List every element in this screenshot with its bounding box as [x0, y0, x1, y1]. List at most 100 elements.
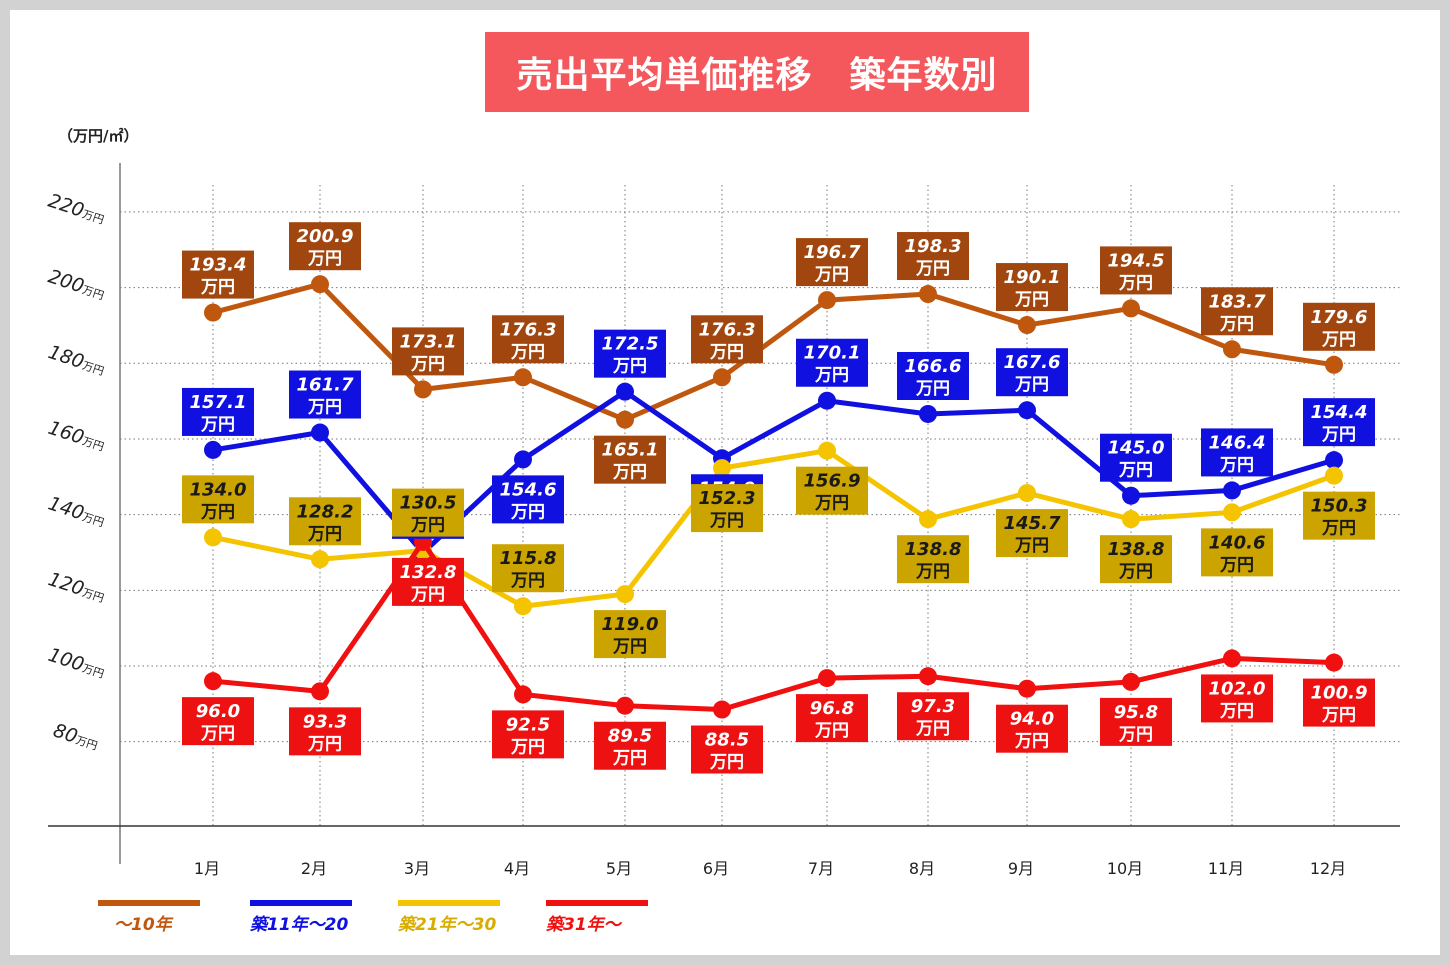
x-tick-label: 4月: [504, 859, 530, 878]
x-tick-label: 3月: [404, 859, 430, 878]
y-tick-label: 120万円: [45, 568, 107, 607]
data-label-value: 95.8: [1114, 702, 1158, 723]
data-label-box: [392, 327, 464, 376]
legend-swatch: [98, 900, 200, 906]
x-tick-label: 12月: [1310, 859, 1346, 878]
data-point: [919, 510, 937, 529]
data-label-box: [996, 704, 1068, 753]
data-point: [1223, 481, 1241, 500]
data-label-box: [392, 488, 464, 537]
data-label-value: 145.7: [1004, 513, 1061, 534]
data-label-box: [289, 370, 361, 419]
data-label-box: [996, 509, 1068, 558]
data-label-unit: 万円: [510, 571, 545, 591]
x-tick-label: 1月: [194, 859, 220, 878]
data-point: [204, 672, 222, 691]
data-label-box: [1303, 491, 1375, 540]
data-point: [1223, 503, 1241, 522]
x-tick-label: 6月: [703, 859, 729, 878]
data-point: [1018, 401, 1036, 420]
data-point: [616, 585, 634, 604]
data-point: [204, 303, 222, 322]
data-label-box: [691, 484, 763, 533]
data-label-unit: 万円: [814, 494, 849, 514]
data-label-unit: 万円: [200, 724, 235, 744]
data-label-value: 152.3: [699, 488, 756, 509]
data-label-box: [1303, 678, 1375, 727]
x-tick-label: 11月: [1208, 859, 1244, 878]
data-point: [919, 667, 937, 686]
data-label-unit: 万円: [1321, 706, 1356, 726]
data-label-unit: 万円: [612, 463, 647, 483]
y-tick-unit: 万円: [81, 435, 106, 454]
data-label-value: 94.0: [1010, 709, 1054, 730]
legend-label: 築21年～30: [398, 915, 496, 935]
data-label-box: [897, 535, 969, 584]
data-point: [919, 285, 937, 304]
data-point: [818, 441, 836, 460]
x-tick-label: 5月: [606, 859, 632, 878]
data-label-unit: 万円: [410, 516, 445, 536]
data-label-box: [392, 557, 464, 606]
data-label-box: [492, 544, 564, 593]
data-label-unit: 万円: [915, 259, 950, 279]
data-label-value: 154.6: [500, 479, 557, 500]
data-point: [1325, 451, 1343, 470]
y-tick-unit: 万円: [81, 359, 106, 378]
data-label-unit: 万円: [200, 278, 235, 298]
data-label-value: 93.3: [303, 711, 347, 732]
data-label-box: [594, 721, 666, 770]
data-point: [1325, 653, 1343, 672]
data-point: [818, 291, 836, 310]
data-label-value: 97.3: [911, 696, 955, 717]
data-label-value: 115.8: [500, 548, 557, 569]
data-label-unit: 万円: [307, 398, 342, 418]
data-label-value: 166.6: [905, 356, 962, 377]
data-label-unit: 万円: [709, 342, 744, 362]
legend-swatch: [398, 900, 500, 906]
data-label-unit: 万円: [709, 511, 744, 531]
legend-label: ～10年: [114, 915, 174, 935]
data-label-unit: 万円: [612, 749, 647, 769]
data-label-unit: 万円: [410, 585, 445, 605]
data-label-box: [897, 692, 969, 741]
data-label-value: 172.5: [602, 334, 659, 355]
data-label-box: [182, 387, 254, 436]
data-label-value: 140.6: [1209, 532, 1266, 553]
data-point: [1325, 466, 1343, 485]
data-label-box: [182, 250, 254, 299]
data-label-unit: 万円: [510, 502, 545, 522]
data-point: [818, 391, 836, 410]
data-label-value: 92.5: [506, 714, 550, 735]
data-label-box: [1201, 287, 1273, 336]
data-point: [713, 368, 731, 387]
y-tick-label: 160万円: [45, 417, 107, 456]
data-label-value: 170.1: [804, 343, 861, 364]
data-label-unit: 万円: [1321, 519, 1356, 539]
data-label-value: 100.9: [1311, 683, 1368, 704]
data-label-box: [996, 348, 1068, 397]
y-unit-label: （万円/㎡）: [58, 127, 138, 145]
data-label-box: [1201, 528, 1273, 577]
data-label-box: [796, 694, 868, 743]
data-point: [1122, 486, 1140, 505]
data-label-box: [594, 329, 666, 378]
data-point: [1122, 510, 1140, 529]
data-point: [514, 450, 532, 469]
data-label-unit: 万円: [1014, 732, 1049, 752]
data-label-unit: 万円: [814, 265, 849, 285]
data-label-box: [594, 435, 666, 484]
data-label-box: [796, 338, 868, 387]
data-label-unit: 万円: [1219, 455, 1254, 475]
data-label-box: [1100, 246, 1172, 295]
x-tick-label: 2月: [301, 859, 327, 878]
y-tick-label: 80万円: [50, 720, 101, 755]
data-label-box: [691, 315, 763, 364]
data-label-unit: 万円: [1014, 290, 1049, 310]
data-label-value: 96.0: [196, 701, 240, 722]
y-tick-label: 180万円: [45, 341, 107, 380]
legend-label: 築31年～: [546, 915, 623, 935]
data-label-value: 200.9: [297, 226, 354, 247]
data-point: [414, 380, 432, 399]
data-point: [514, 685, 532, 704]
